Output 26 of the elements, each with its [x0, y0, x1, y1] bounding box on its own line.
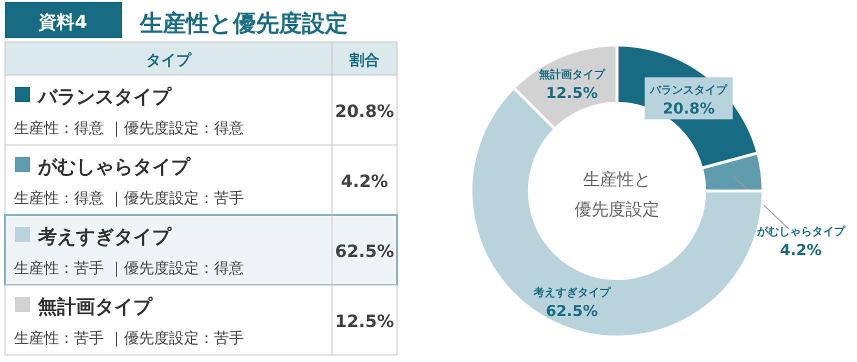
text: 優先度設定 — [574, 200, 660, 220]
text: 生産性：苦手 ｜優先度設定：得意 — [14, 259, 244, 277]
text: 割合 — [348, 51, 380, 69]
slice-label: バランスタイプ — [649, 83, 728, 96]
text: 20.8% — [335, 102, 394, 122]
text: 生産性：苦手 ｜優先度設定：苦手 — [14, 329, 244, 347]
data-label: 20.8% — [662, 99, 715, 118]
data-label: 4.2% — [780, 241, 822, 260]
text: 4.2% — [340, 172, 388, 192]
slice-label: がむしゃらタイプ — [756, 225, 846, 238]
slice-label: 考えすぎタイプ — [532, 286, 612, 300]
legend-label: がむしゃらタイプ — [37, 156, 191, 178]
text: 62.5% — [335, 242, 394, 262]
legend-label: 考えすぎタイプ — [37, 226, 172, 248]
legend-label: 無計画タイプ — [37, 296, 153, 318]
slice-label: 無計画タイプ — [538, 68, 606, 81]
text: 資料4 — [38, 12, 88, 33]
text: タイプ — [146, 51, 192, 69]
data-label: 12.5% — [546, 84, 598, 102]
chart-title: 生産性と優先度設定 — [139, 10, 348, 37]
text: 生産性：得意 ｜優先度設定：苦手 — [14, 189, 244, 207]
text: 生産性と — [583, 170, 651, 190]
legend-label: バランスタイプ — [37, 86, 172, 108]
data-label: 62.5% — [546, 302, 598, 320]
text: 生産性：得意 ｜優先度設定：得意 — [14, 119, 244, 137]
text: 12.5% — [335, 312, 394, 332]
